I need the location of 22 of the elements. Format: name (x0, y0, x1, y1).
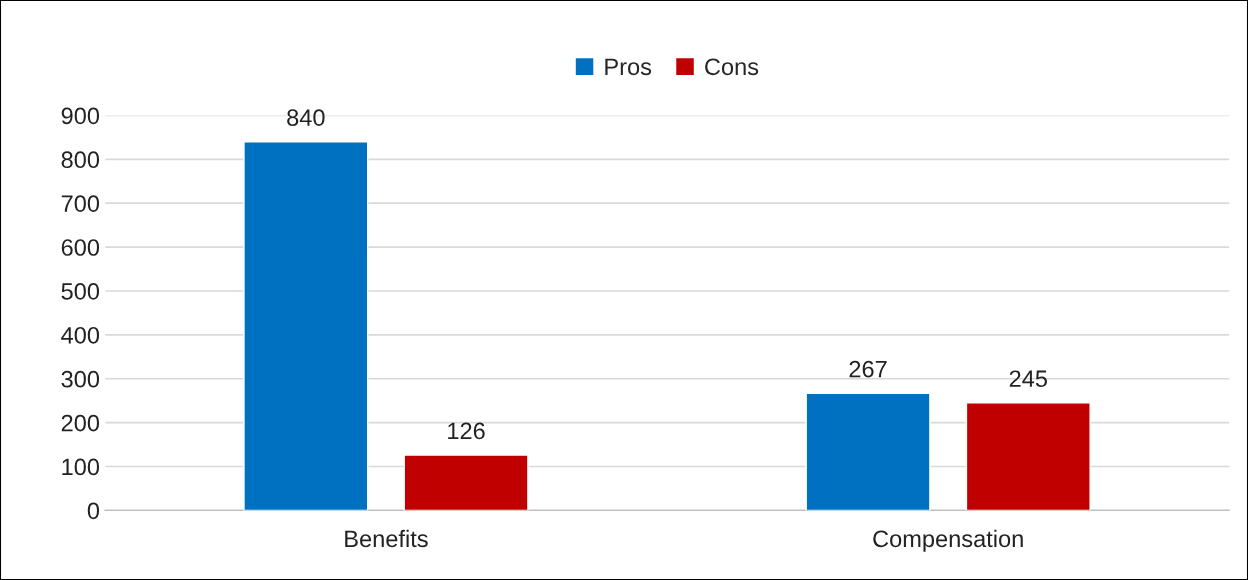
bar (965, 402, 1091, 511)
y-tick-label: 300 (61, 370, 100, 388)
bar (243, 141, 369, 511)
y-tick-label: 800 (61, 151, 100, 169)
x-tick-label: Benefits (345, 529, 428, 548)
x-tick-label: Compensation (873, 529, 1023, 552)
bar (403, 454, 529, 511)
y-tick-label: 700 (61, 195, 100, 212)
y-tick-label: 500 (61, 283, 100, 300)
y-tick-label: 100 (62, 458, 100, 476)
y-tick-label: 600 (61, 239, 100, 256)
y-tick-label: 200 (61, 414, 100, 432)
data-label: 840 (287, 109, 325, 126)
data-label: 245 (1009, 370, 1047, 388)
bar (805, 392, 931, 511)
legend-label: Pros (605, 58, 652, 76)
data-label: 267 (849, 360, 887, 378)
y-tick-label: 0 (87, 502, 100, 520)
data-label: 126 (448, 422, 485, 440)
y-tick-label: 900 (61, 107, 100, 125)
legend-label: Cons (705, 58, 759, 76)
y-tick-label: 400 (61, 326, 100, 344)
